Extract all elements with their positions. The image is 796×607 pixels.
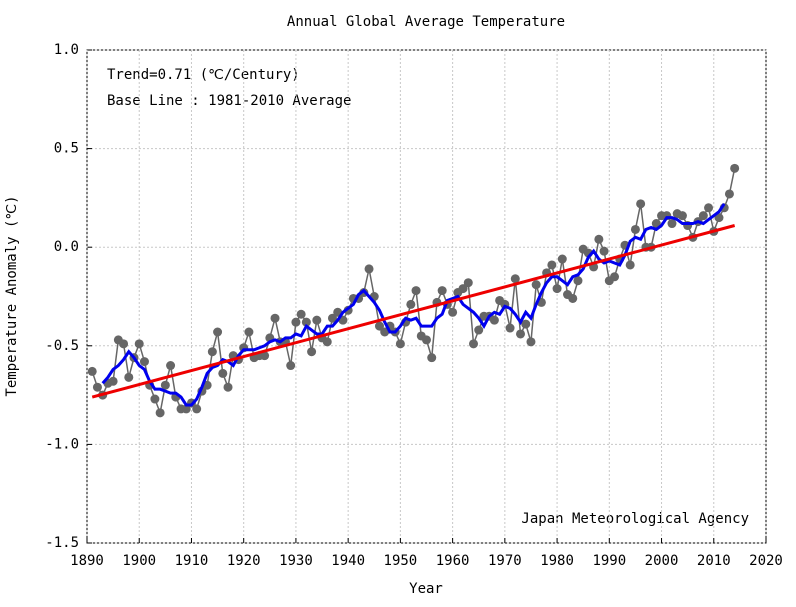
x-tick-label: 1910 — [175, 553, 209, 569]
data-point — [724, 189, 734, 199]
y-tick-label: 0.5 — [54, 141, 79, 157]
data-point — [139, 357, 149, 367]
x-axis-label: Year — [409, 581, 443, 597]
data-point — [322, 337, 332, 347]
y-tick-label: 0.0 — [54, 239, 79, 255]
x-tick-label: 1970 — [488, 553, 522, 569]
data-point — [108, 376, 118, 386]
data-point — [406, 299, 416, 309]
x-tick-label: 1960 — [436, 553, 470, 569]
y-tick-label: -1.5 — [45, 535, 79, 551]
data-point — [166, 361, 176, 371]
x-tick-label: 2020 — [749, 553, 783, 569]
data-point — [521, 319, 531, 329]
data-point — [651, 219, 661, 229]
data-point — [223, 382, 233, 392]
data-point — [155, 408, 165, 418]
data-point — [124, 372, 134, 382]
chart-title: Annual Global Average Temperature — [287, 14, 565, 30]
data-point — [636, 199, 646, 209]
data-point — [630, 224, 640, 234]
data-point — [489, 315, 499, 325]
data-point — [448, 307, 458, 317]
data-point — [437, 286, 447, 296]
y-tick-label: -0.5 — [45, 338, 79, 354]
data-point — [458, 284, 468, 294]
data-point — [704, 203, 714, 213]
data-point — [557, 254, 567, 264]
data-point — [119, 339, 129, 349]
data-point — [474, 325, 484, 335]
data-point — [411, 286, 421, 296]
data-point — [181, 404, 191, 414]
data-point — [134, 339, 144, 349]
data-point — [192, 404, 202, 414]
y-tick-label: -1.0 — [45, 436, 79, 452]
data-point — [547, 260, 557, 270]
data-point — [469, 339, 479, 349]
data-point — [92, 382, 102, 392]
data-point — [594, 234, 604, 244]
data-point — [573, 276, 583, 286]
data-point — [552, 284, 562, 294]
data-point — [667, 219, 677, 229]
data-point — [463, 278, 473, 288]
data-point — [87, 366, 97, 376]
series-line — [91, 224, 736, 399]
data-point — [150, 394, 160, 404]
data-point — [698, 211, 708, 221]
data-point — [286, 361, 296, 371]
series-line — [101, 202, 726, 407]
data-point — [568, 293, 578, 303]
data-point — [307, 347, 317, 357]
data-point — [270, 313, 280, 323]
y-tick-label: 1.0 — [54, 42, 79, 58]
data-point — [395, 339, 405, 349]
data-point — [677, 211, 687, 221]
data-point — [213, 327, 223, 337]
data-point — [625, 260, 635, 270]
annotation: Japan Meteorological Agency — [521, 511, 749, 527]
data-point — [296, 309, 306, 319]
data-point — [610, 272, 620, 282]
data-point — [599, 246, 609, 256]
x-tick-label: 2000 — [645, 553, 679, 569]
x-tick-label: 1950 — [384, 553, 418, 569]
data-point — [422, 335, 431, 345]
annotation: Base Line : 1981-2010 Average — [107, 93, 351, 109]
data-point — [505, 323, 515, 333]
data-point — [244, 327, 254, 337]
data-point — [374, 321, 384, 331]
x-tick-label: 1900 — [122, 553, 156, 569]
data-point — [380, 327, 390, 337]
data-point — [714, 213, 724, 223]
data-point — [526, 337, 536, 347]
data-point — [730, 163, 740, 173]
x-tick-label: 1980 — [540, 553, 574, 569]
data-point — [260, 351, 270, 361]
x-tick-label: 1930 — [279, 553, 313, 569]
data-point — [510, 274, 520, 284]
data-point — [301, 317, 311, 327]
data-point — [218, 368, 228, 378]
x-tick-label: 1990 — [592, 553, 626, 569]
x-tick-label: 1940 — [331, 553, 365, 569]
data-point — [427, 353, 437, 363]
x-tick-label: 2010 — [697, 553, 731, 569]
data-point — [160, 380, 170, 390]
plot-frame — [86, 49, 767, 544]
y-axis-label: Temperature Anomaly (℃) — [4, 195, 20, 396]
data-point — [327, 313, 337, 323]
x-tick-label: 1890 — [70, 553, 104, 569]
data-point — [312, 315, 322, 325]
data-point — [291, 317, 301, 327]
data-point — [207, 347, 217, 357]
data-point — [531, 280, 541, 290]
annotation: Trend=0.71 (℃/Century) — [107, 67, 300, 83]
data-point — [364, 264, 374, 274]
x-tick-label: 1920 — [227, 553, 261, 569]
data-point — [516, 329, 526, 339]
